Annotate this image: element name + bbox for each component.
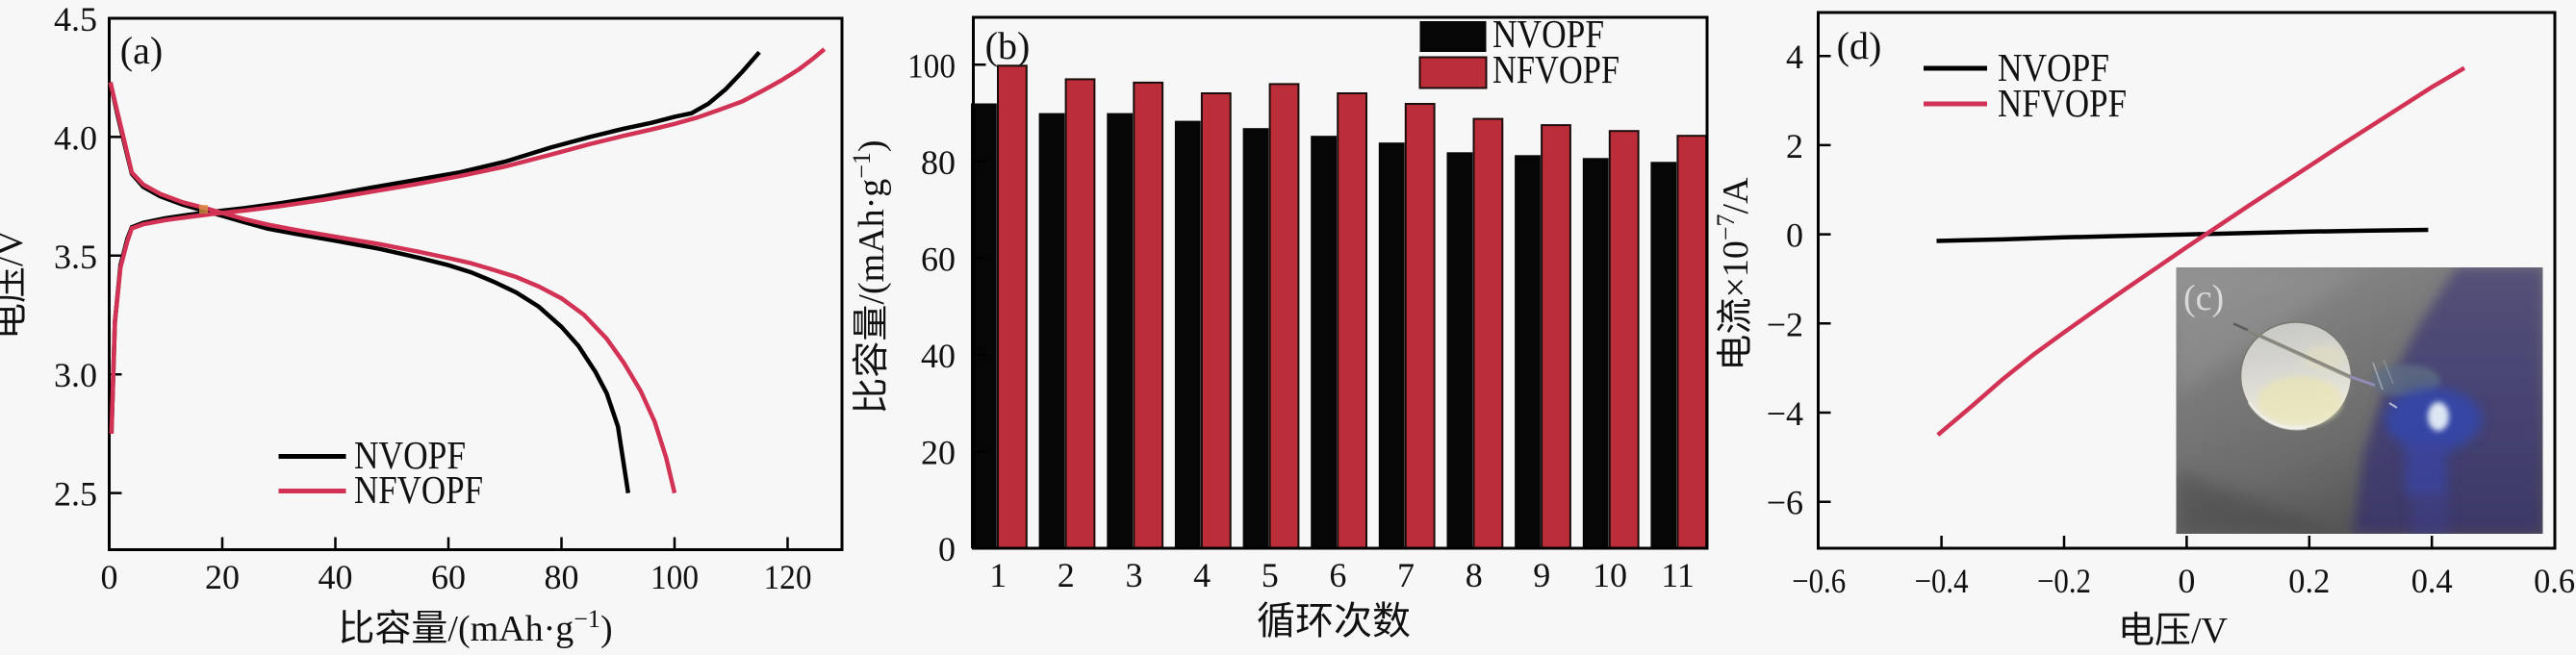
svg-text:9: 9 — [1533, 556, 1550, 594]
svg-text:(d): (d) — [1837, 24, 1882, 67]
svg-text:3: 3 — [1126, 556, 1143, 594]
svg-text:0: 0 — [2178, 562, 2195, 600]
svg-text:循环次数: 循环次数 — [1257, 599, 1411, 642]
svg-text:10: 10 — [1593, 556, 1627, 594]
svg-text:NVOPF: NVOPF — [1998, 45, 2109, 89]
svg-text:−2: −2 — [1767, 305, 1803, 343]
svg-text:NFVOPF: NFVOPF — [1998, 81, 2127, 125]
svg-text:120: 120 — [764, 558, 812, 596]
svg-text:60: 60 — [921, 239, 956, 278]
svg-text:−0.2: −0.2 — [2037, 562, 2091, 600]
svg-text:40: 40 — [921, 337, 956, 375]
svg-text:(a): (a) — [120, 29, 163, 72]
svg-text:2: 2 — [1058, 556, 1075, 594]
svg-text:3.5: 3.5 — [54, 238, 97, 276]
svg-text:40: 40 — [319, 558, 353, 596]
svg-text:4: 4 — [1786, 38, 1803, 76]
svg-text:4: 4 — [1193, 556, 1211, 594]
svg-text:NVOPF: NVOPF — [1492, 12, 1604, 56]
svg-text:20: 20 — [205, 558, 240, 596]
svg-text:(c): (c) — [2183, 278, 2224, 318]
svg-text:(b): (b) — [985, 24, 1031, 67]
svg-text:100: 100 — [650, 558, 699, 596]
svg-text:电流×10−7/A: 电流×10−7/A — [1712, 177, 1756, 371]
svg-text:0: 0 — [1786, 216, 1803, 255]
svg-text:4.5: 4.5 — [54, 0, 97, 38]
svg-text:NVOPF: NVOPF — [354, 433, 466, 477]
svg-text:1: 1 — [989, 556, 1007, 594]
svg-text:8: 8 — [1466, 556, 1483, 594]
svg-text:比容量/(mAh·g−1): 比容量/(mAh·g−1) — [848, 139, 892, 414]
svg-text:6: 6 — [1329, 556, 1346, 594]
svg-text:5: 5 — [1262, 556, 1279, 594]
svg-text:0: 0 — [938, 530, 956, 568]
svg-text:−0.6: −0.6 — [1792, 562, 1846, 600]
svg-text:4.0: 4.0 — [54, 118, 97, 157]
svg-text:比容量/(mAh·g−1): 比容量/(mAh·g−1) — [338, 605, 612, 649]
svg-text:2.5: 2.5 — [54, 475, 97, 514]
svg-text:11: 11 — [1661, 556, 1695, 594]
svg-text:3.0: 3.0 — [54, 356, 97, 394]
svg-text:NFVOPF: NFVOPF — [354, 467, 483, 512]
svg-text:80: 80 — [545, 558, 579, 596]
svg-text:7: 7 — [1397, 556, 1415, 594]
svg-text:−4: −4 — [1767, 394, 1803, 433]
svg-text:−0.4: −0.4 — [1915, 562, 1969, 600]
svg-text:电压/V: 电压/V — [2118, 611, 2229, 650]
svg-text:0.4: 0.4 — [2411, 562, 2453, 600]
svg-text:电压/V: 电压/V — [0, 229, 31, 340]
svg-text:60: 60 — [431, 558, 466, 596]
svg-text:−6: −6 — [1767, 484, 1803, 522]
svg-text:NFVOPF: NFVOPF — [1492, 47, 1620, 91]
svg-text:0.6: 0.6 — [2534, 562, 2575, 600]
svg-text:20: 20 — [921, 434, 956, 472]
svg-text:80: 80 — [921, 143, 956, 182]
svg-text:0.2: 0.2 — [2288, 562, 2330, 600]
svg-text:100: 100 — [907, 46, 956, 85]
svg-text:0: 0 — [101, 558, 118, 596]
svg-text:2: 2 — [1786, 127, 1803, 165]
